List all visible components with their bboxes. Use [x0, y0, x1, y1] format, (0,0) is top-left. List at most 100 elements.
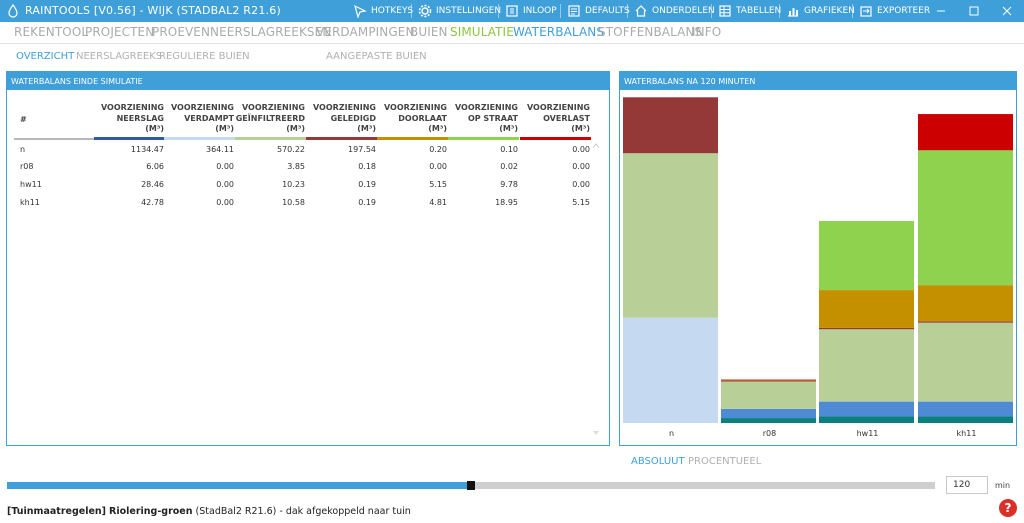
bar-segment: [918, 150, 1013, 286]
toolbar-divider: [411, 4, 412, 18]
time-slider[interactable]: [7, 481, 935, 490]
chart-icon: [788, 8, 798, 17]
inloop-label: INLOOP: [523, 6, 557, 16]
scroll-up-icon[interactable]: [592, 143, 600, 149]
status-category: [Tuinmaatregelen]: [7, 506, 106, 517]
export-icon: [860, 6, 872, 17]
tab-neerslagreeks[interactable]: NEERSLAGREEKS: [76, 51, 163, 62]
minimize-icon: [937, 10, 945, 12]
bar-segment: [721, 418, 816, 423]
table-cell: 3.85: [287, 162, 305, 171]
minimize-button[interactable]: [926, 0, 956, 22]
table-cell: 28.46: [141, 180, 164, 189]
tab-aangepaste-buien[interactable]: AANGEPASTE BUIEN: [326, 51, 427, 62]
x-tick-label: n: [668, 429, 675, 438]
column-header[interactable]: VOORZIENING OVERLAST (M³): [520, 103, 590, 135]
column-header[interactable]: VOORZIENING VERDAMPT (M³): [164, 103, 234, 135]
table-cell: 42.78: [141, 198, 164, 207]
scroll-down-icon[interactable]: [592, 430, 600, 436]
nav-item-info[interactable]: INFO: [692, 25, 722, 39]
inloop-button[interactable]: INLOOP: [505, 3, 557, 19]
nav-item-simulatie[interactable]: SIMULATIE: [450, 25, 514, 39]
nav-item-projecten[interactable]: PROJECTEN: [85, 25, 155, 39]
table-row-name[interactable]: n: [20, 145, 26, 154]
table-cell: 4.81: [429, 198, 447, 207]
nav-item-stoffenbalans[interactable]: STOFFENBALANS: [598, 25, 703, 39]
time-slider-handle[interactable]: [466, 481, 475, 490]
help-button[interactable]: ?: [999, 499, 1017, 517]
column-color-bar: [164, 137, 235, 140]
nav-item-waterbalans[interactable]: WATERBALANS: [513, 25, 605, 39]
nav-item-neerslagreeksen[interactable]: NEERSLAGREEKSEN: [210, 25, 332, 39]
table-cell: 0.19: [358, 180, 376, 189]
table-cell: 0.00: [429, 162, 447, 171]
bar-segment: [819, 329, 914, 402]
column-header[interactable]: VOORZIENING GELEDIGD (M³): [306, 103, 376, 135]
bar-segment: [819, 401, 914, 417]
table-cell: 18.95: [495, 198, 518, 207]
panel-title: WATERBALANS EINDE SIMULATIE: [7, 72, 609, 90]
table-row-name[interactable]: hw11: [20, 180, 42, 189]
instellingen-button[interactable]: INSTELLINGEN: [418, 3, 501, 19]
x-tick-label: kh11: [956, 429, 977, 438]
panel-title: WATERBALANS NA 120 MINUTEN: [620, 72, 1016, 90]
column-header-line: DOORLAAT: [398, 113, 447, 123]
defaults-button[interactable]: DEFAULTS: [567, 3, 630, 19]
tab-overzicht[interactable]: OVERZICHT: [16, 51, 75, 62]
status-bar: [Tuinmaatregelen] Riolering-groen (StadB…: [7, 506, 411, 517]
tab-reguliere-buien[interactable]: REGULIERE BUIEN: [159, 51, 250, 62]
table-cell: 0.10: [500, 145, 518, 154]
column-header-line: VOORZIENING: [384, 103, 447, 112]
time-input[interactable]: 120: [946, 476, 988, 494]
column-header[interactable]: VOORZIENING NEERSLAG (M³): [94, 103, 164, 135]
column-header-line: VOORZIENING: [313, 103, 376, 112]
bar-segment: [918, 401, 1013, 417]
hotkeys-button[interactable]: HOTKEYS: [353, 3, 413, 19]
onderdelen-button[interactable]: ONDERDELEN: [634, 3, 715, 19]
column-header-index: #: [20, 115, 27, 124]
time-unit-label: min: [995, 481, 1011, 490]
nav-item-verdampingen[interactable]: VERDAMPINGEN: [316, 25, 415, 39]
home-icon: [635, 5, 647, 17]
table-cell: 10.23: [282, 180, 305, 189]
tabellen-button[interactable]: TABELLEN: [718, 3, 781, 19]
exporteer-button[interactable]: EXPORTEER: [859, 3, 930, 19]
grafieken-button[interactable]: GRAFIEKEN: [786, 3, 855, 19]
column-header-line: GEÏNFILTREERD: [235, 113, 305, 123]
procentueel-toggle[interactable]: PROCENTUEEL: [688, 456, 762, 467]
toolbar-divider: [627, 4, 628, 18]
table-cell: 9.78: [500, 180, 518, 189]
bar-segment: [721, 381, 816, 382]
nav-item-rekentool[interactable]: REKENTOOL: [14, 25, 89, 39]
table-cell: 10.58: [282, 198, 305, 207]
bar-segment: [623, 153, 718, 318]
column-header[interactable]: VOORZIENING OP STRAAT (M³): [448, 103, 518, 135]
absoluut-toggle[interactable]: ABSOLUUT: [631, 456, 685, 467]
column-header[interactable]: VOORZIENING GEÏNFILTREERD (M³): [235, 103, 305, 135]
column-header[interactable]: VOORZIENING DOORLAAT (M³): [377, 103, 447, 135]
column-header-line: OP STRAAT: [467, 113, 518, 123]
column-color-bar: [448, 137, 519, 140]
stacked-bar-chart: [623, 97, 1013, 423]
close-button[interactable]: [992, 0, 1022, 22]
table-row-name[interactable]: kh11: [20, 198, 40, 207]
x-tick-label: r08: [762, 429, 777, 438]
nav-item-proeven[interactable]: PROEVEN: [152, 25, 211, 39]
bar-segment: [623, 317, 718, 423]
toolbar-divider: [498, 4, 499, 18]
nav-item-buien[interactable]: BUIEN: [410, 25, 448, 39]
column-header-line: (M³): [499, 124, 518, 133]
bar-segment: [918, 285, 1013, 322]
table-cell: 0.18: [358, 162, 376, 171]
exporteer-label: EXPORTEER: [877, 6, 931, 16]
maximize-button[interactable]: [959, 0, 989, 22]
table-cell: 0.00: [572, 145, 590, 154]
column-header-line: VOORZIENING: [242, 103, 305, 112]
hotkeys-icon: [354, 4, 367, 18]
table-row-name[interactable]: r08: [20, 162, 34, 171]
table-cell: 0.00: [216, 198, 234, 207]
column-color-bar: [235, 137, 306, 140]
raindrop-app-icon: [8, 4, 18, 18]
status-scenario-name: Riolering-groen: [109, 506, 193, 517]
title-bar: RAINTOOLS [V0.56] - WIJK (STADBAL2 R21.6…: [0, 0, 1024, 22]
